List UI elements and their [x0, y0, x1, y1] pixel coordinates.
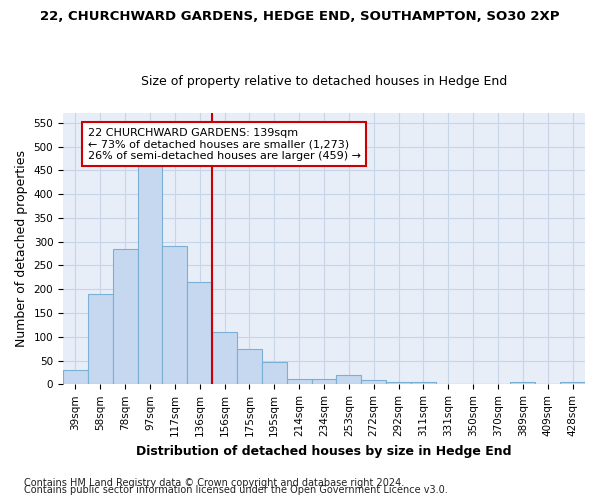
Bar	[511, 382, 535, 384]
Bar	[163, 246, 187, 384]
Text: 22, CHURCHWARD GARDENS, HEDGE END, SOUTHAMPTON, SO30 2XP: 22, CHURCHWARD GARDENS, HEDGE END, SOUTH…	[40, 10, 560, 23]
Bar	[287, 378, 311, 384]
Bar	[262, 362, 287, 384]
X-axis label: Distribution of detached houses by size in Hedge End: Distribution of detached houses by size …	[136, 444, 512, 458]
Y-axis label: Number of detached properties: Number of detached properties	[15, 150, 28, 348]
Text: Contains HM Land Registry data © Crown copyright and database right 2024.: Contains HM Land Registry data © Crown c…	[24, 478, 404, 488]
Bar	[137, 166, 163, 384]
Bar	[63, 370, 88, 384]
Bar	[237, 348, 262, 384]
Bar	[88, 294, 113, 384]
Bar	[337, 375, 361, 384]
Bar	[311, 378, 337, 384]
Bar	[411, 382, 436, 384]
Bar	[212, 332, 237, 384]
Bar	[361, 380, 386, 384]
Bar	[187, 282, 212, 384]
Text: Contains public sector information licensed under the Open Government Licence v3: Contains public sector information licen…	[24, 485, 448, 495]
Bar	[113, 249, 137, 384]
Bar	[386, 382, 411, 384]
Bar	[560, 382, 585, 384]
Title: Size of property relative to detached houses in Hedge End: Size of property relative to detached ho…	[141, 76, 507, 88]
Text: 22 CHURCHWARD GARDENS: 139sqm
← 73% of detached houses are smaller (1,273)
26% o: 22 CHURCHWARD GARDENS: 139sqm ← 73% of d…	[88, 128, 361, 160]
